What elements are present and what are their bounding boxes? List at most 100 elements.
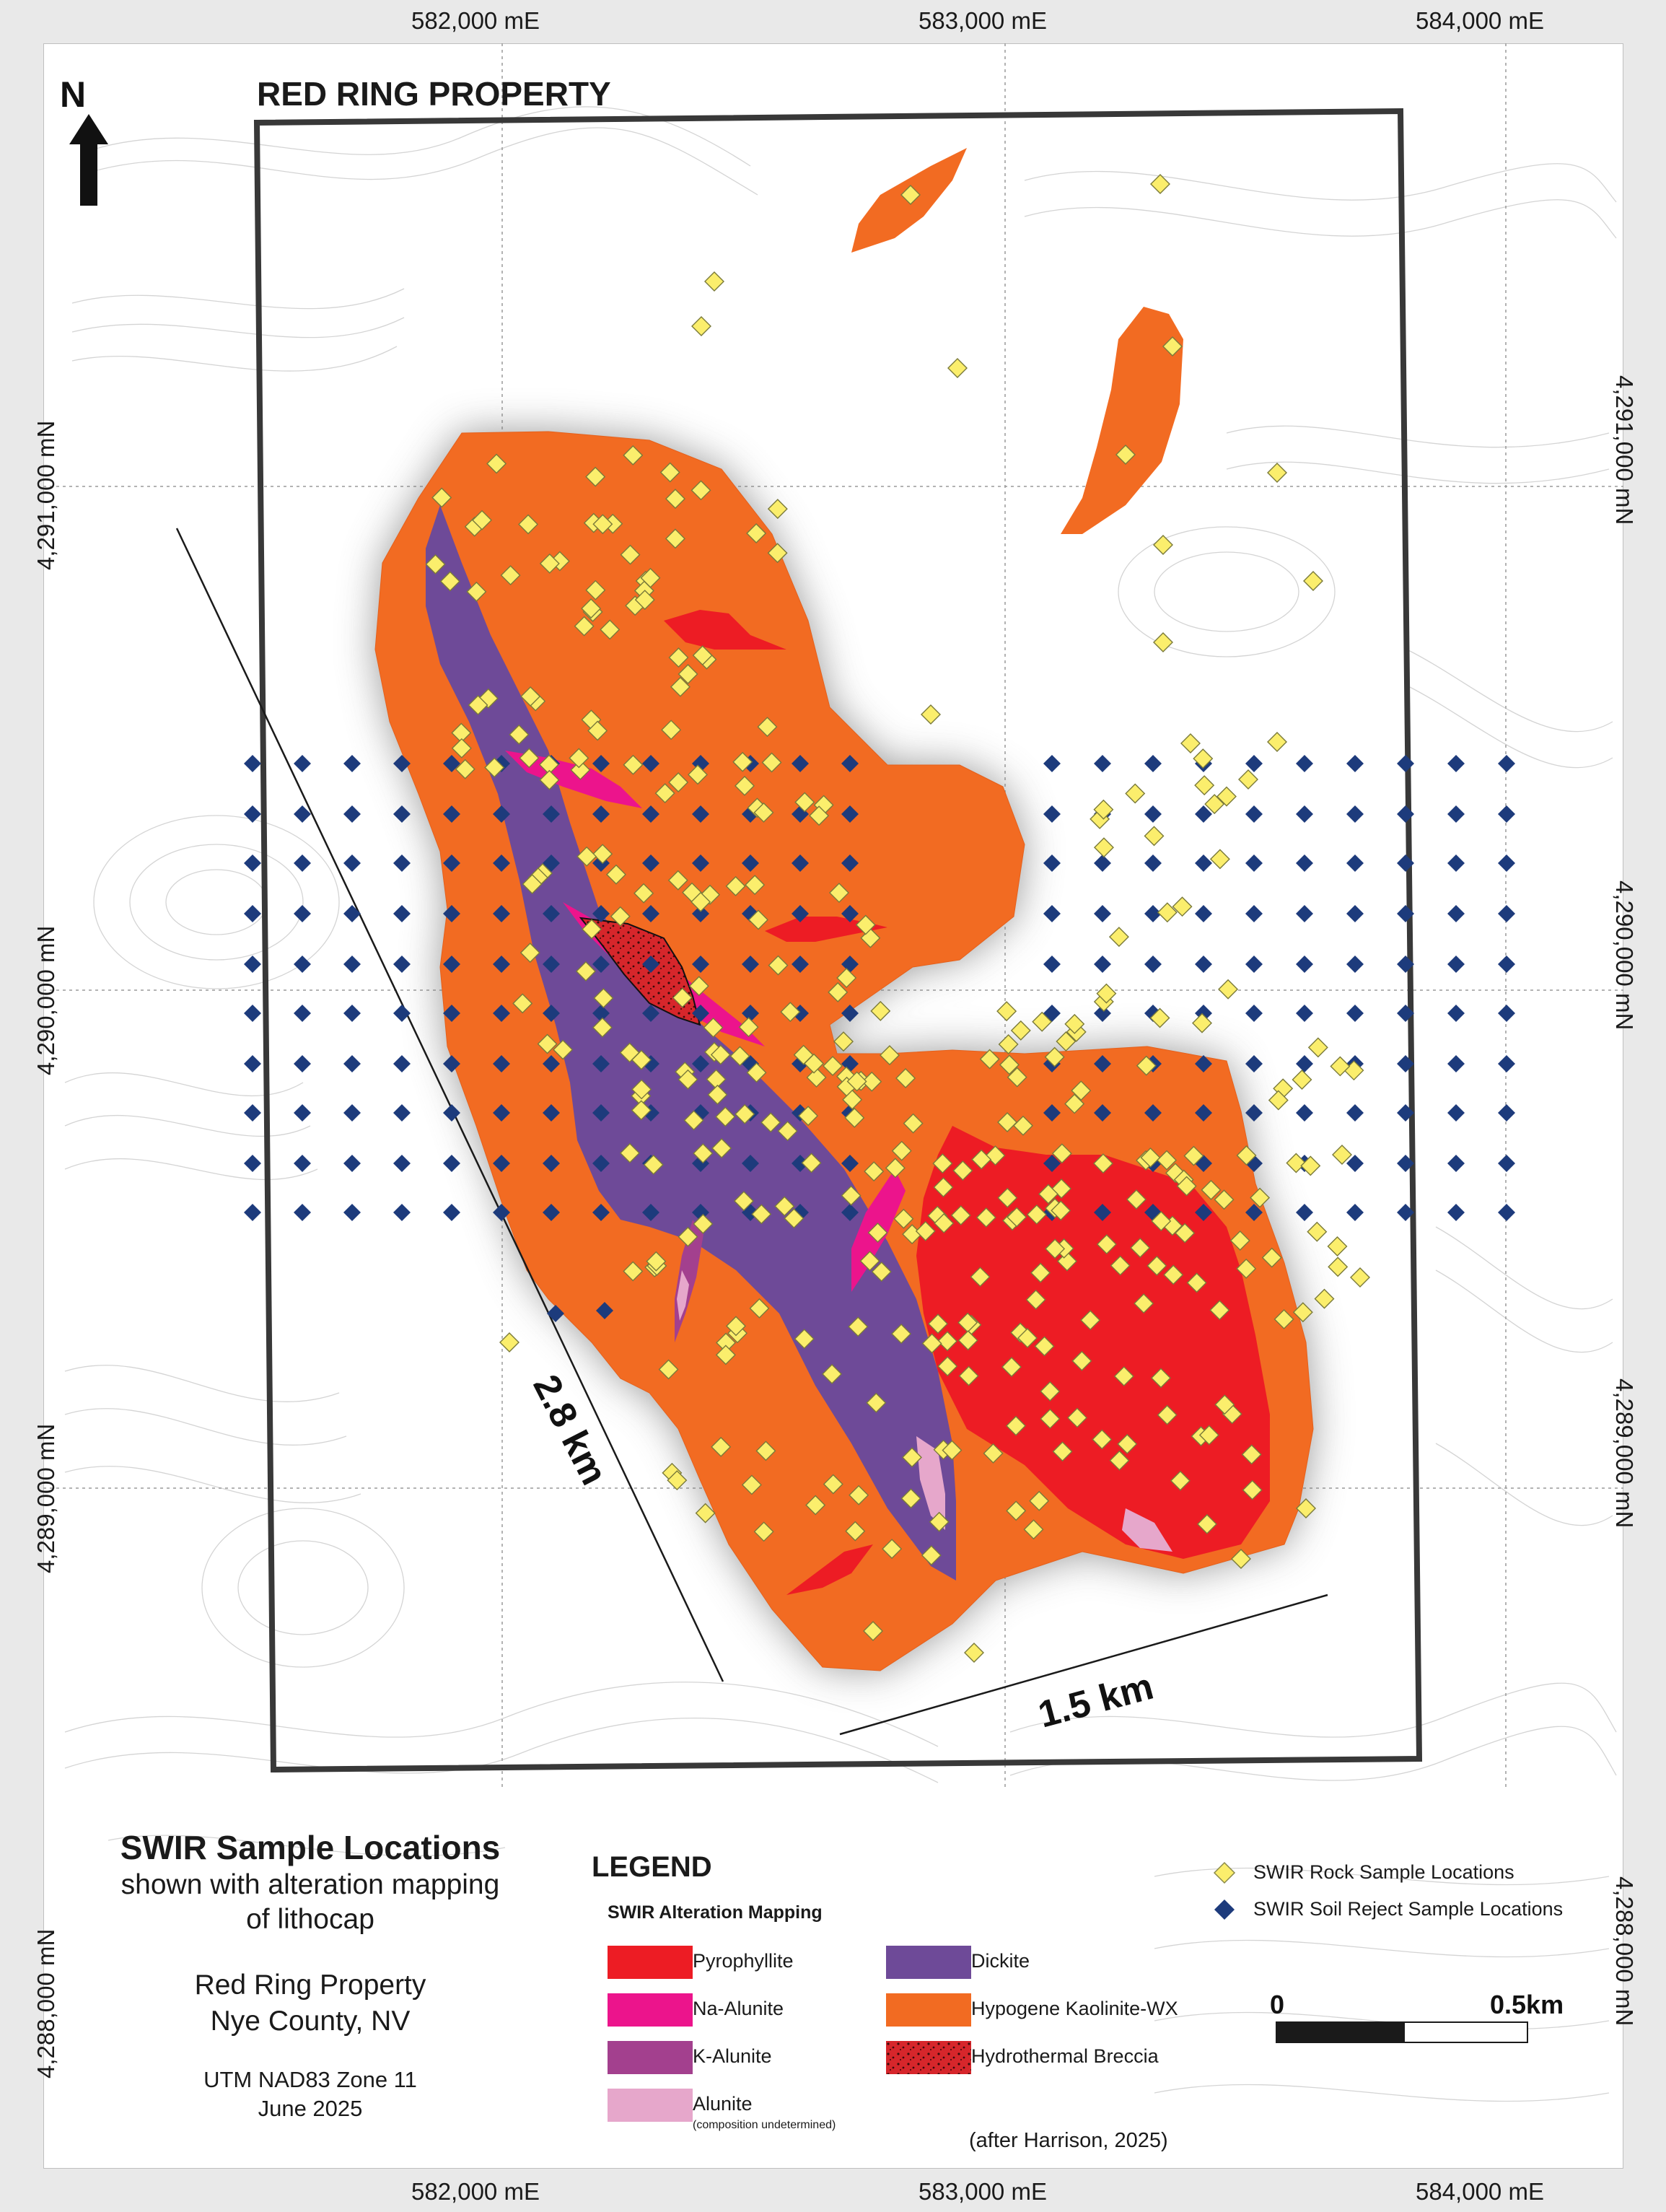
rock-sample-point — [794, 792, 815, 813]
rock-sample-point — [711, 1137, 732, 1158]
rock-sample-point — [848, 1316, 869, 1337]
rock-sample-point — [947, 358, 968, 378]
rock-sample-point — [1051, 1179, 1072, 1199]
legend-symbol-label: SWIR Rock Sample Locations — [1253, 1861, 1514, 1883]
soil-sample-point — [1144, 805, 1162, 823]
soil-sample-points — [244, 755, 1515, 1322]
rock-sample-point — [670, 676, 690, 697]
soil-sample-point — [493, 1005, 510, 1022]
soil-sample-point — [592, 1204, 610, 1221]
northing-label-right-4: 4,288,000 mN — [1611, 1876, 1638, 2027]
soil-sample-point — [393, 905, 411, 922]
rock-sample-point — [751, 1204, 772, 1225]
rock-sample-point — [678, 1226, 698, 1247]
rock-sample-point — [1109, 1450, 1130, 1471]
rock-sample-point — [867, 1223, 888, 1243]
soil-sample-point — [543, 905, 560, 922]
soil-sample-point — [443, 1104, 460, 1122]
easting-label-top-1: 582,000 mE — [411, 7, 540, 34]
rock-sample-point — [822, 1363, 843, 1384]
soil-sample-point — [443, 1155, 460, 1172]
rock-sample-point — [844, 1107, 865, 1128]
kaolinite-swatch — [886, 1993, 971, 2027]
rock-sample-point — [665, 489, 685, 510]
soil-sample-point — [642, 1005, 659, 1022]
rock-sample-point — [798, 1106, 819, 1127]
rock-sample-point — [1327, 1236, 1348, 1256]
soil-sample-point — [1346, 905, 1364, 922]
rock-sample-point — [1261, 1247, 1282, 1268]
legend-title: LEGEND — [592, 1851, 712, 1883]
soil-sample-point — [443, 755, 460, 772]
rock-sample-point — [735, 1103, 755, 1124]
dimension-line-short — [839, 1594, 1328, 1736]
rock-sample-point — [849, 1485, 869, 1505]
rock-sample-point — [806, 1067, 827, 1088]
alunite-lens-2 — [1122, 1508, 1172, 1552]
kaolinite-north-pod-2 — [1061, 307, 1183, 534]
soil-sample-point — [1346, 1005, 1364, 1022]
rock-sample-point — [1273, 1308, 1294, 1329]
soil-sample-point — [841, 956, 859, 973]
northing-label-left-1: 4,291,000 mN — [32, 420, 59, 570]
rock-sample-point — [746, 523, 767, 543]
soil-sample-point — [1296, 755, 1313, 772]
rock-sample-point — [1071, 1080, 1092, 1101]
soil-sample-point — [841, 905, 859, 922]
rock-sample-point — [976, 1207, 996, 1228]
soil-sample-point — [393, 956, 411, 973]
rock-sample-point — [1157, 1150, 1178, 1171]
rock-sample-point — [1026, 1204, 1047, 1225]
rock-sample-point — [900, 185, 921, 205]
rock-sample-point — [1209, 849, 1230, 870]
rock-sample-point — [1151, 1368, 1171, 1389]
rock-sample-point — [1117, 1433, 1138, 1454]
rock-sample-point — [1328, 1256, 1349, 1277]
easting-label-bottom-2: 583,000 mE — [919, 2178, 1047, 2205]
rock-sample-point — [729, 1046, 750, 1067]
rock-sample-point — [1300, 1155, 1321, 1176]
soil-sample-point — [692, 854, 709, 872]
soil-sample-point — [343, 1204, 361, 1221]
rock-sample-point — [1052, 1441, 1073, 1462]
alunite-swatch — [608, 2089, 693, 2122]
soil-sample-point — [1043, 956, 1061, 973]
soil-sample-point — [543, 1104, 560, 1122]
rock-sample-point — [1180, 733, 1201, 753]
soil-sample-point — [443, 1204, 460, 1221]
rock-sample-point — [1017, 1328, 1038, 1348]
rock-sample-point — [623, 754, 644, 775]
soil-sample-point — [443, 1005, 460, 1022]
soil-sample-point — [1346, 1204, 1364, 1221]
rock-sample-point — [659, 462, 680, 483]
rock-sample-point — [1056, 1031, 1077, 1052]
legend-note: (composition undetermined) — [693, 2119, 836, 2131]
rock-sample-point — [998, 1033, 1019, 1054]
soil-sample-point — [1195, 1104, 1212, 1122]
rock-sample-point — [864, 1161, 885, 1182]
rock-sample-point — [539, 553, 560, 574]
rock-sample-point — [581, 598, 602, 619]
rock-sample-point — [1092, 1429, 1113, 1450]
rock-sample-point — [1001, 1357, 1022, 1378]
rock-sample-point — [1136, 1055, 1157, 1076]
rock-sample-point — [997, 1111, 1018, 1132]
soil-sample-point — [1447, 956, 1465, 973]
rock-sample-point — [1092, 1153, 1113, 1174]
soil-sample-point — [244, 1005, 261, 1022]
dickite-swatch — [886, 1946, 971, 1979]
easting-label-bottom-3: 584,000 mE — [1416, 2178, 1544, 2205]
rock-sample-point — [971, 1149, 992, 1170]
rock-sample-point — [455, 759, 475, 779]
northing-label-left-3: 4,289,000 mN — [32, 1423, 59, 1573]
dimension-label-long: 2.8 km — [525, 1368, 615, 1492]
soil-sample-point — [1043, 755, 1061, 772]
rock-sample-point — [828, 982, 849, 1002]
rock-sample-point — [1034, 1336, 1055, 1357]
soil-sample-point — [1397, 1155, 1414, 1172]
pyrophyllite-lens-1 — [664, 610, 786, 650]
breccia-polygon — [579, 917, 701, 1026]
soil-sample-point — [592, 805, 610, 823]
county-name: Nye County, NV — [210, 2006, 411, 2037]
soil-sample-point — [543, 1204, 560, 1221]
